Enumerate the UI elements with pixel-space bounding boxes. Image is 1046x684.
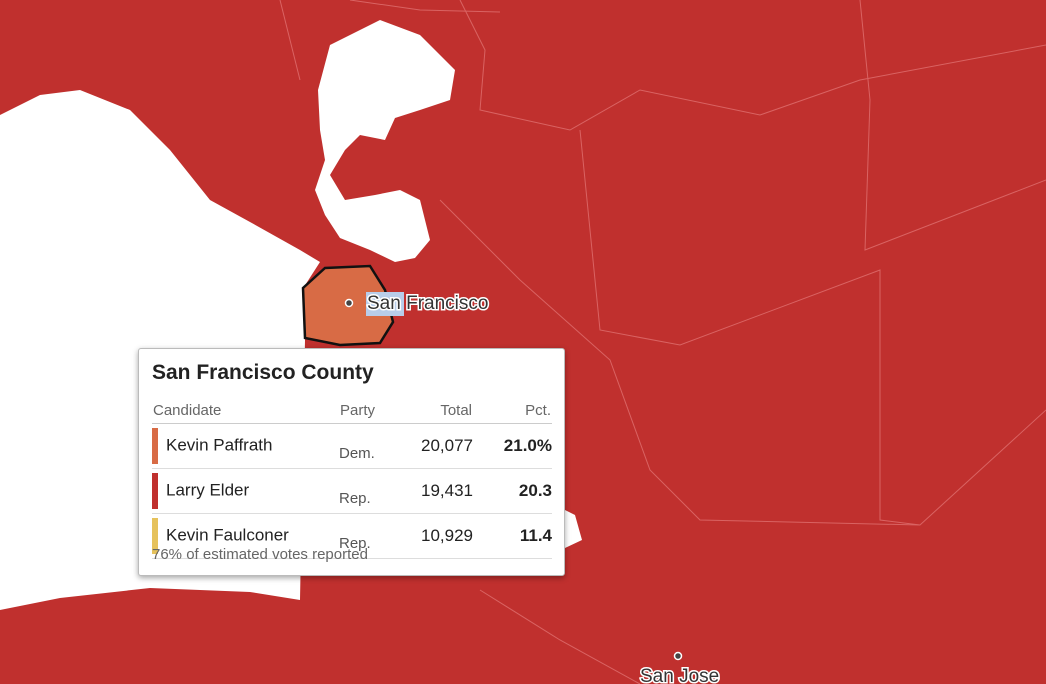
- city-dot: [673, 651, 683, 661]
- candidate-cell: Kevin Paffrath: [152, 423, 339, 469]
- percent: 20.3: [473, 468, 552, 514]
- footnote: 76% of estimated votes reported: [152, 546, 368, 563]
- city-label: San Jose: [640, 666, 719, 684]
- col-header: Total: [401, 397, 473, 424]
- text-selection: [366, 292, 404, 316]
- results-table: Candidate Party Total Pct. Kevin Paffrat…: [152, 397, 552, 559]
- candidate-name: Kevin Faulconer: [166, 525, 289, 545]
- party-color: [152, 428, 158, 464]
- col-header: Pct.: [473, 397, 552, 424]
- result-row: Kevin Faulconer Rep. 10,929 11.4: [152, 513, 552, 559]
- result-row: Larry Elder Rep. 19,431 20.3: [152, 468, 552, 514]
- tooltip-title: San Francisco County: [152, 361, 374, 384]
- bay: [315, 20, 455, 262]
- candidate-cell: Larry Elder: [152, 468, 339, 514]
- percent: 11.4: [473, 513, 552, 559]
- party: Rep.: [339, 513, 401, 559]
- party: Rep.: [339, 468, 401, 514]
- party-color: [152, 518, 158, 554]
- party-color: [152, 473, 158, 509]
- party: Dem.: [339, 423, 401, 469]
- city-label: San Francisco: [367, 293, 488, 314]
- total-votes: 10,929: [401, 513, 473, 559]
- col-header: Party: [339, 397, 401, 424]
- col-header: Candidate: [152, 397, 339, 424]
- candidate-name: Larry Elder: [166, 480, 250, 500]
- tooltip: San Francisco County Candidate Party Tot…: [138, 348, 565, 576]
- county-borders: [279, 0, 1046, 684]
- total-votes: 19,431: [401, 468, 473, 514]
- percent: 21.0%: [473, 423, 552, 469]
- city-dot: [344, 298, 354, 308]
- candidate-cell: Kevin Faulconer: [152, 513, 339, 559]
- result-row: Kevin Paffrath Dem. 20,077 21.0%: [152, 423, 552, 469]
- total-votes: 20,077: [401, 423, 473, 469]
- candidate-name: Kevin Paffrath: [166, 435, 273, 455]
